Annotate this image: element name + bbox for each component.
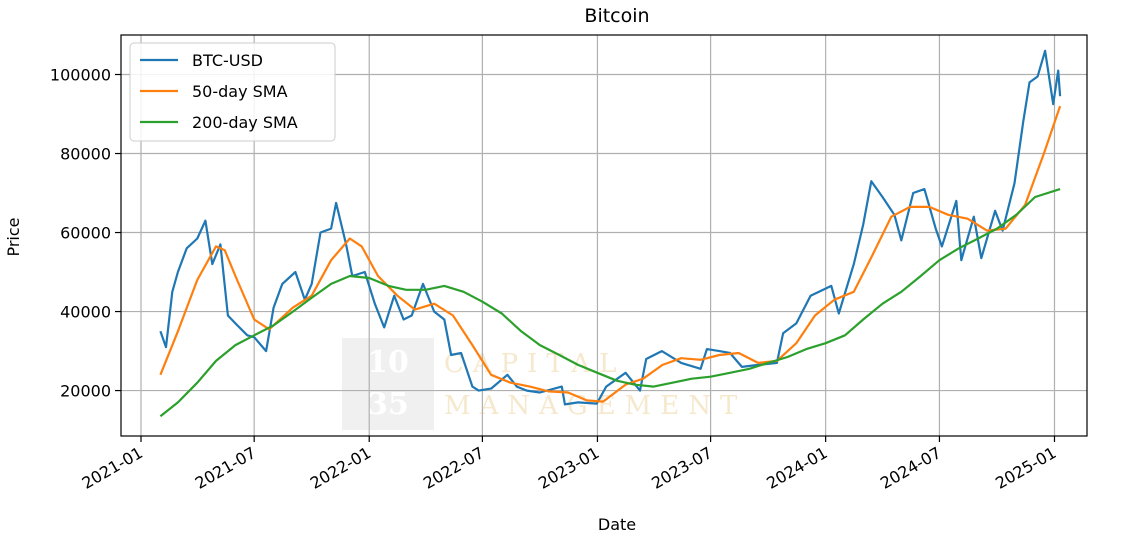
x-tick-label: 2024-07 [877,443,944,493]
series-line-200-day-sma [159,188,1061,418]
x-ticks: 2021-01 2021-07 2022-01 2022-07 2023-01 2023-… [79,436,1059,493]
x-tick-label: 2025-01 [992,443,1059,493]
y-tick-label: 40000 [60,303,111,322]
x-tick-label: 2022-01 [307,443,374,493]
y-tick-label: 80000 [60,145,111,164]
y-tick-label: 60000 [60,224,111,243]
watermark-box-line1: 10 [367,345,409,380]
watermark-word2: MANAGEMENT [444,391,746,421]
legend: BTC-USD 50-day SMA 200-day SMA [129,42,336,142]
chart-title: Bitcoin [584,5,649,27]
y-tick-label: 20000 [60,382,111,401]
series-line-50-day-sma [159,105,1062,403]
plot-frame [120,34,1088,437]
x-tick-label: 2021-01 [79,443,146,493]
legend-label-200-day-sma: 200-day SMA [192,113,298,132]
legend-label-btc-usd: BTC-USD [192,51,263,70]
x-tick-label: 2024-01 [763,443,830,493]
watermark-word1: CAPITAL [444,349,625,379]
y-tick-label: 100000 [50,66,111,85]
series-line-btc-usd [159,49,1062,406]
x-axis-label: Date [598,515,636,534]
y-ticks: 20000 40000 60000 80000 100000 [50,66,121,401]
x-tick-label: 2023-07 [648,443,715,493]
watermark-box [342,338,434,430]
y-axis-label: Price [4,217,23,256]
x-tick-label: 2023-01 [535,443,602,493]
legend-label-50-day-sma: 50-day SMA [192,82,288,101]
legend-box [129,42,336,142]
watermark-box-line2: 35 [367,387,409,422]
x-tick-label: 2022-07 [420,443,487,493]
series-layer [159,49,1062,418]
x-tick-label: 2021-07 [192,443,259,493]
watermark-logo: 10 35 CAPITAL MANAGEMENT [342,338,746,430]
